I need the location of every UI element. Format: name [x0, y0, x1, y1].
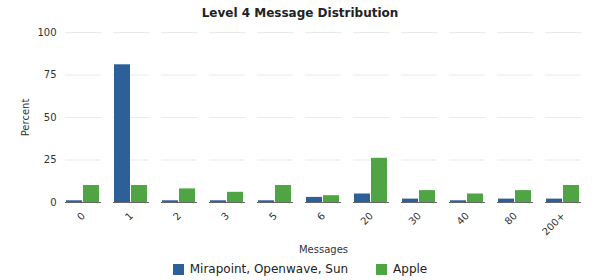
svg-text:100: 100: [37, 27, 56, 38]
svg-text:25: 25: [44, 154, 57, 165]
html-text:Mirapoint, Openwave, Sun: Mirapoint, Openwave, Sun: [189, 262, 349, 276]
svg-text:1: 1: [123, 210, 135, 222]
svg-text:6: 6: [315, 210, 327, 222]
html-text:Level 4 Message Distribution: Level 4 Message Distribution: [201, 6, 399, 20]
svg-text:50: 50: [44, 112, 57, 123]
svg-text:Messages: Messages: [299, 244, 348, 255]
svg-text:80: 80: [502, 210, 519, 227]
svg-text:20: 20: [358, 210, 375, 227]
svg-text:3: 3: [219, 210, 231, 222]
svg-text:75: 75: [44, 69, 57, 80]
svg-text:Percent: Percent: [20, 99, 31, 137]
svg-text:30: 30: [406, 210, 423, 227]
svg-text:5: 5: [267, 210, 279, 222]
svg-text:0: 0: [50, 197, 56, 208]
svg-text:0: 0: [75, 210, 87, 222]
html-text:Apple: Apple: [393, 262, 428, 276]
svg-text:40: 40: [454, 210, 471, 227]
svg-text:2: 2: [171, 210, 183, 222]
svg-text:200+: 200+: [540, 210, 567, 237]
